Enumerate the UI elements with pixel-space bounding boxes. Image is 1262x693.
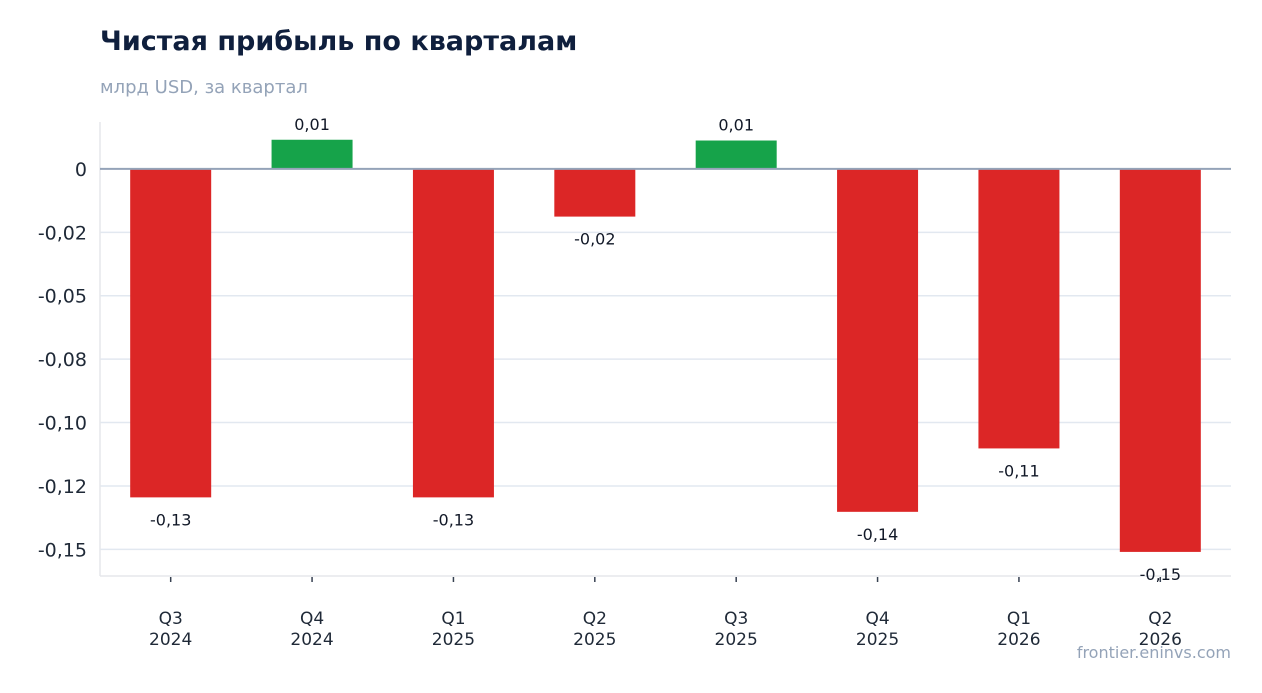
data-labels: -0,13 0,01 -0,13 -0,02 0,01 -0,14 -0,11 -0,15 <box>100 115 1231 584</box>
data-label: -0,15 <box>1140 565 1181 584</box>
data-label: 0,01 <box>294 115 330 134</box>
x-tick-label-line: Q2 <box>583 609 607 629</box>
gridlines <box>100 231 1231 551</box>
bar <box>554 168 636 217</box>
x-tick-label-line: Q4 <box>865 609 889 629</box>
x-tick-label: Q2 2025 <box>573 609 616 650</box>
x-tick-label-line: 2026 <box>997 630 1040 650</box>
data-label: -0,02 <box>574 230 615 249</box>
x-tick-label: Q1 2025 <box>432 609 475 650</box>
x-tick-label: Q4 2024 <box>290 609 333 650</box>
y-tick-label: 0 <box>75 159 87 181</box>
bar <box>695 140 777 169</box>
source-credit: frontier.eninvs.com <box>1076 643 1231 662</box>
bars <box>130 139 1201 552</box>
x-tick-label: Q3 2024 <box>149 609 192 650</box>
data-label: 0,01 <box>718 116 754 135</box>
x-tick-label-line: 2025 <box>856 630 899 650</box>
y-tick-label: -0,10 <box>38 413 87 435</box>
x-tick-label: Q3 2025 <box>715 609 758 650</box>
x-tick-label-line: 2025 <box>715 630 758 650</box>
x-tick-label: Q2 2026 <box>1139 609 1182 650</box>
y-tick-label: -0,15 <box>38 539 87 561</box>
chart-subtitle: млрд USD, за квартал <box>100 77 308 98</box>
y-tick-label: -0,05 <box>38 286 87 308</box>
bar <box>978 168 1060 449</box>
x-tick-label: Q1 2026 <box>997 609 1040 650</box>
data-label: -0,14 <box>857 525 898 544</box>
x-tick-label-line: 2025 <box>573 630 616 650</box>
chart-title: Чистая прибыль по кварталам <box>100 26 578 57</box>
data-label: -0,11 <box>998 461 1039 480</box>
x-tick-label-line: Q3 <box>724 609 748 629</box>
x-tick-label-line: Q4 <box>300 609 324 629</box>
bar <box>412 168 494 498</box>
data-label: -0,13 <box>433 510 474 529</box>
data-label: -0,13 <box>150 510 191 529</box>
y-tick-label: -0,02 <box>38 222 87 244</box>
x-tick-label-line: 2024 <box>149 630 192 650</box>
x-tick-label-line: 2024 <box>290 630 333 650</box>
bar <box>130 168 212 498</box>
bar <box>271 139 353 169</box>
x-tick-label-line: Q1 <box>441 609 465 629</box>
x-tick-label-line: Q3 <box>159 609 183 629</box>
x-tick-label-line: Q1 <box>1007 609 1031 629</box>
x-tick-label-line: Q2 <box>1148 609 1172 629</box>
y-tick-label: -0,12 <box>38 476 87 498</box>
x-tick-label-line: 2025 <box>432 630 475 650</box>
bar <box>1119 168 1201 552</box>
bar <box>837 168 919 512</box>
x-tick-label: Q4 2025 <box>856 609 899 650</box>
x-tick-label-line: 2026 <box>1139 630 1182 650</box>
y-tick-label: -0,08 <box>38 349 87 371</box>
